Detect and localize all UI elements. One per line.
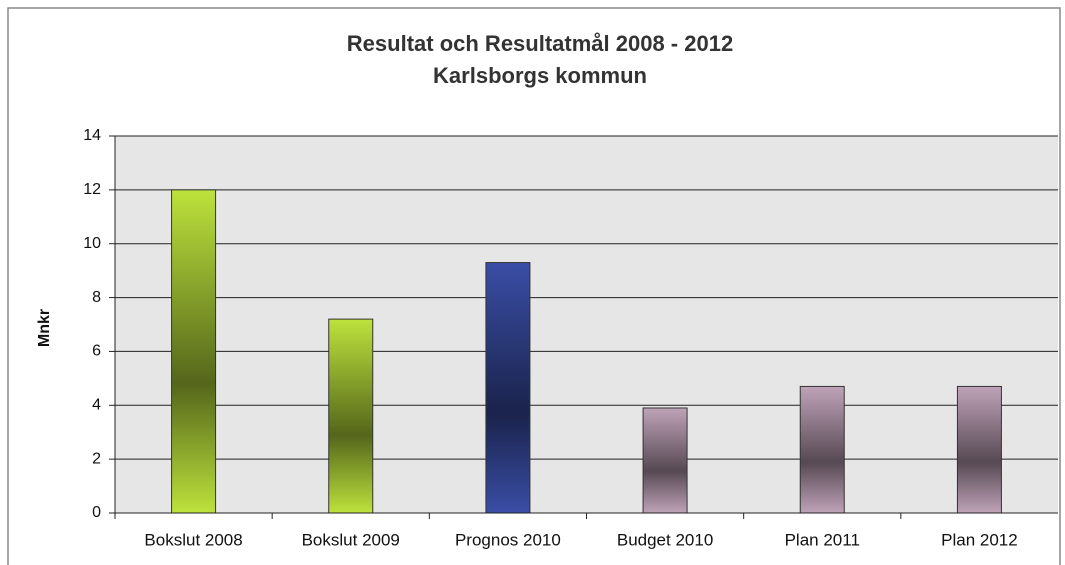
x-tick-label: Budget 2010 [617,530,713,549]
y-tick-label: 0 [92,504,101,521]
y-tick-label: 2 [92,450,101,467]
y-tick-label: 10 [83,235,101,252]
bar [485,262,531,514]
y-tick-label: 8 [92,289,101,306]
x-tick-label: Bokslut 2008 [144,530,242,549]
y-tick-label: 4 [92,397,101,414]
y-tick-label: 6 [92,343,101,360]
x-tick-label: Plan 2011 [785,530,860,549]
y-tick-label: 12 [83,181,101,198]
bar [642,407,688,514]
x-tick-label: Prognos 2010 [455,530,561,549]
chart-subtitle: Karlsborgs kommun [433,63,647,88]
chart-title: Resultat och Resultatmål 2008 - 2012 [347,31,733,56]
bar [171,189,217,514]
frame [7,7,1061,565]
bar [799,385,845,514]
bar [328,318,374,514]
bar [956,385,1002,514]
x-tick-label: Bokslut 2009 [302,530,400,549]
plot-area [115,136,1058,513]
y-tick-label: 14 [83,127,101,144]
y-axis-label: Mnkr [36,309,53,347]
x-tick-label: Plan 2012 [941,530,1018,549]
